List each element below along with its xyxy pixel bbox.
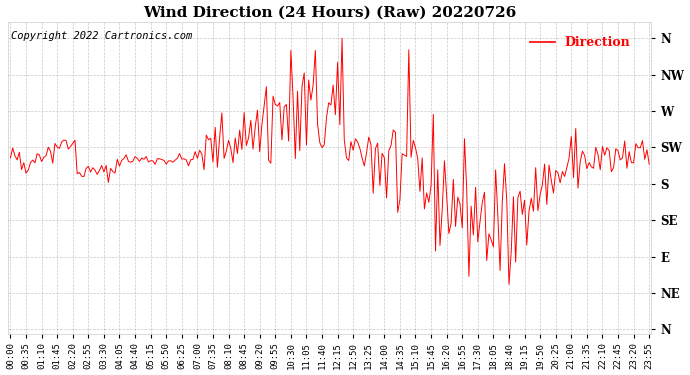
Text: Copyright 2022 Cartronics.com: Copyright 2022 Cartronics.com (12, 32, 193, 42)
Title: Wind Direction (24 Hours) (Raw) 20220726: Wind Direction (24 Hours) (Raw) 20220726 (144, 6, 516, 20)
Legend: Direction: Direction (525, 32, 635, 54)
